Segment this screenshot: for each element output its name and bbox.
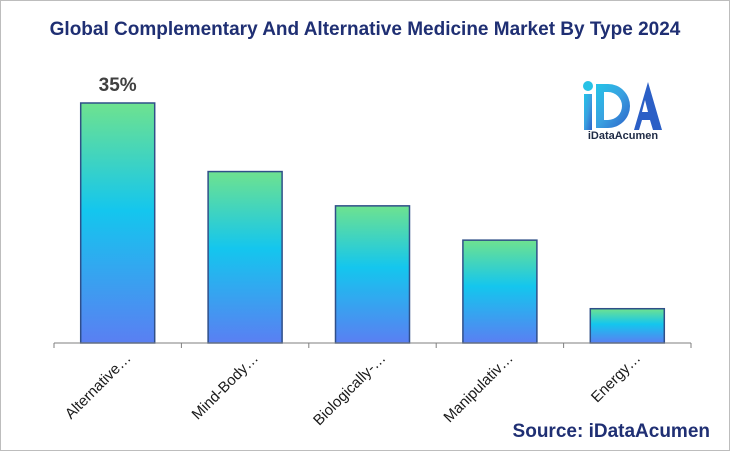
data-label: 35% <box>99 75 137 96</box>
x-tick-label: Energy… <box>588 350 644 406</box>
x-tick-label: Manipulativ… <box>440 350 516 426</box>
brand-logo: iDataAcumen <box>578 76 668 148</box>
bar <box>207 170 283 344</box>
bar <box>334 205 411 344</box>
x-tick-label: Alternative… <box>62 350 135 423</box>
chart-title: Global Complementary And Alternative Med… <box>49 19 681 40</box>
bar <box>79 102 156 344</box>
bar <box>462 239 538 344</box>
logo-text: iDataAcumen <box>587 130 659 142</box>
logo-mark-icon <box>583 81 662 130</box>
source-label: Source: iDataAcumen <box>512 421 710 442</box>
x-tick-label: Mind-Body… <box>189 350 262 423</box>
x-tick-label: Biologically-… <box>310 350 389 429</box>
bar <box>589 307 666 344</box>
